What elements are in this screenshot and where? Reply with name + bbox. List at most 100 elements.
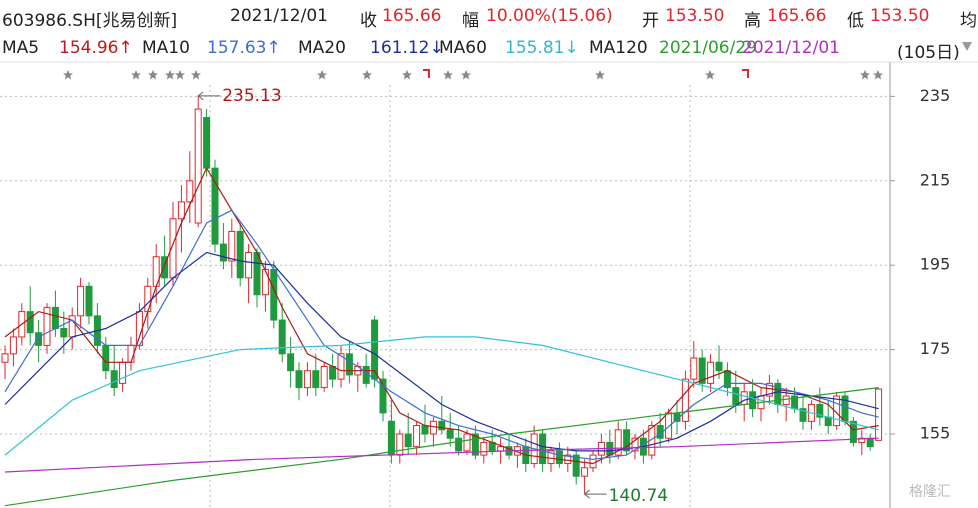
header-text: 157.63↑ <box>207 38 281 58</box>
event-stars <box>63 42 972 80</box>
candle-body <box>102 344 110 372</box>
candle-body <box>875 388 883 441</box>
candle-body <box>480 441 488 456</box>
y-tick-label: 195 <box>920 255 951 274</box>
candle-body <box>631 437 639 452</box>
candle-body <box>782 395 790 405</box>
candle-body <box>816 403 824 418</box>
candle-body <box>396 433 404 456</box>
candle-body <box>387 420 395 456</box>
candle-body <box>413 425 421 448</box>
ma-line <box>4 209 879 460</box>
header-text: 2021/12/01 <box>742 38 840 58</box>
candle-body <box>35 332 43 346</box>
header-text: 均 <box>960 11 977 31</box>
candle-body <box>740 391 748 405</box>
candle-body <box>219 243 227 262</box>
candle-body <box>681 378 689 422</box>
candle-body <box>1 353 9 363</box>
candle-body <box>463 433 471 452</box>
candle-body <box>278 319 286 355</box>
candle-body <box>85 285 93 317</box>
header-text: MA120 <box>589 38 648 58</box>
annotation-arrow <box>197 91 221 101</box>
candle-body <box>715 361 723 372</box>
header-text: 165.66 <box>382 6 442 26</box>
candle-body <box>9 336 17 355</box>
header-text: 155.81↓ <box>505 38 579 58</box>
candle-body <box>614 429 622 456</box>
header-text: 10.00%(15.06) <box>486 6 613 26</box>
candle-body <box>51 306 59 329</box>
candle-body <box>345 353 353 376</box>
header-text: 161.12↓ <box>370 38 444 58</box>
candle-body <box>236 230 244 279</box>
candle-body <box>203 116 211 169</box>
candle-body <box>421 425 429 435</box>
candle-body <box>186 180 194 203</box>
candle-body <box>379 378 387 414</box>
candle-body <box>110 370 118 389</box>
candle-body <box>539 433 547 465</box>
candle-body <box>194 108 202 224</box>
low-label: 140.74 <box>609 486 668 506</box>
ma-line <box>4 251 879 452</box>
candle-body <box>329 365 337 380</box>
y-tick-label: 155 <box>920 423 951 442</box>
header-text: 高 <box>744 11 761 31</box>
header-text: 收 <box>360 11 377 31</box>
candle-body <box>799 408 807 422</box>
candle-body <box>127 344 135 363</box>
candle-body <box>564 454 572 465</box>
candle-body <box>211 167 219 245</box>
annotation-arrow <box>583 489 607 499</box>
candle-body <box>26 311 34 334</box>
candle-body <box>732 387 740 405</box>
y-tick-label: 235 <box>920 86 951 105</box>
candle-body <box>287 353 295 372</box>
candle-body <box>849 420 857 443</box>
candle-body <box>228 230 236 262</box>
candle-body <box>833 395 841 427</box>
header-text: 开 <box>642 11 659 31</box>
y-tick-label: 175 <box>920 339 951 358</box>
candle-body <box>707 361 715 384</box>
candle-body <box>665 412 673 439</box>
candle-body <box>698 357 706 384</box>
header-text: MA5 <box>2 38 40 58</box>
candle-body <box>144 285 152 313</box>
candle-body <box>253 252 261 296</box>
ma-line <box>4 437 879 473</box>
ma-line <box>4 387 879 507</box>
candle-body <box>572 454 580 477</box>
candle-body <box>589 454 597 469</box>
candle-body <box>245 252 253 279</box>
header-text: 幅 <box>462 11 479 31</box>
candle-body <box>765 382 773 397</box>
candle-body <box>581 467 589 477</box>
candle-body <box>429 420 437 435</box>
candle-body <box>446 429 454 439</box>
candle-body <box>337 353 345 380</box>
header-text: (105日) <box>897 43 960 63</box>
header-text: 154.96↑ <box>59 38 133 58</box>
candle-body <box>749 391 757 410</box>
header-text: 2021/12/01 <box>230 6 328 26</box>
candle-body <box>303 370 311 389</box>
candle-body <box>312 370 320 389</box>
candle-body <box>547 450 555 465</box>
candle-body <box>161 256 169 279</box>
header-text: 153.50 <box>870 6 930 26</box>
candle-body <box>261 268 269 296</box>
header-text: 165.66 <box>767 6 827 26</box>
header-text: MA60 <box>439 38 487 58</box>
candle-body <box>824 416 832 427</box>
candle-body <box>404 433 412 448</box>
candle-body <box>866 437 874 448</box>
candle-body <box>471 433 479 456</box>
candle-body <box>177 201 185 220</box>
header-text: 153.50 <box>665 6 725 26</box>
header-text: 2021/06/29 <box>659 38 757 58</box>
